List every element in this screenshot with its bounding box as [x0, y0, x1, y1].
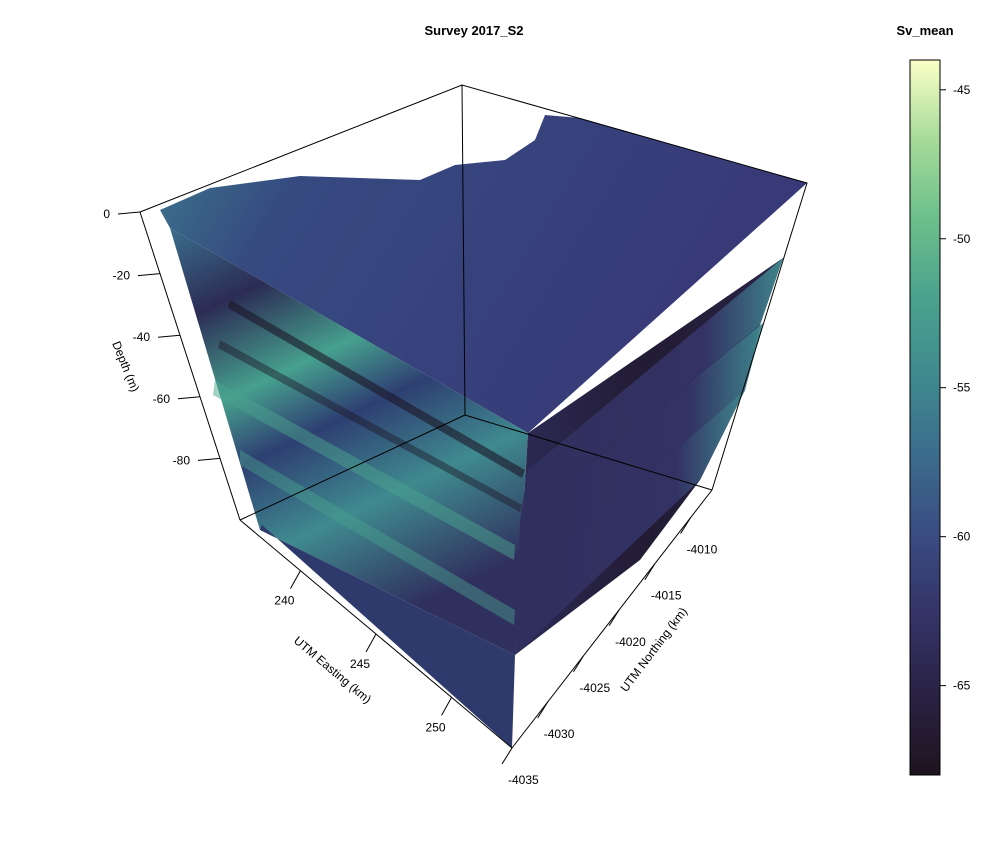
top-surface	[160, 115, 807, 433]
northing-tick-mark	[573, 655, 584, 673]
depth-tick-mark	[117, 211, 141, 215]
northing-tick-label: -4035	[508, 773, 539, 787]
colorbar-title: Sv_mean	[896, 23, 953, 38]
northing-tick-label: -4025	[579, 681, 610, 695]
depth-tick-label: -60	[153, 392, 171, 406]
colorbar	[909, 59, 941, 776]
northing-tick-mark	[537, 701, 549, 719]
easting-axis: 240 245 250	[274, 570, 452, 734]
teal-band	[213, 380, 515, 560]
depth-tick-label: -20	[113, 269, 131, 283]
depth-tick-label: -40	[133, 330, 151, 344]
teal-band-2	[240, 450, 515, 625]
depth-axis: 0 -20 -40 -60 -80	[103, 207, 221, 467]
slice-depth-40	[518, 323, 763, 585]
colorbar-tick-label: -60	[953, 530, 971, 544]
northing-tick-mark	[680, 517, 691, 534]
depth-tick-mark	[157, 334, 181, 338]
northing-tick-label: -4030	[544, 727, 575, 741]
easting-tick-label: 245	[350, 657, 370, 671]
colorbar-ticks: -45 -50 -55 -60 -65	[940, 83, 971, 693]
northing-axis-title: UTM Northing (km)	[618, 605, 691, 695]
easting-tick-mark	[441, 697, 452, 716]
dark-band	[228, 300, 525, 478]
depth-tick-mark	[197, 457, 221, 461]
depth-tick-label: -80	[173, 453, 191, 467]
slice-depth-20	[520, 258, 783, 520]
chart-title: Survey 2017_S2	[424, 23, 523, 38]
depth-tick-label: 0	[103, 207, 110, 221]
slice-depth-60	[515, 390, 745, 655]
lower-left-face	[260, 525, 515, 748]
northing-tick-mark	[644, 563, 656, 580]
colorbar-tick-label: -50	[953, 232, 971, 246]
easting-tick-label: 250	[426, 720, 446, 734]
colorbar-tick-label: -45	[953, 83, 971, 97]
easting-tick-label: 240	[274, 594, 294, 608]
northing-axis: -4010 -4015 -4020 -4025 -4030 -4035	[501, 517, 718, 787]
northing-tick-label: -4020	[615, 635, 646, 649]
depth-tick-mark	[137, 273, 161, 277]
depth-axis-title: Depth (m)	[109, 339, 142, 394]
northing-tick-label: -4010	[687, 543, 718, 557]
northing-tick-mark	[608, 609, 620, 627]
easting-tick-mark	[290, 570, 301, 589]
volume-rendering	[160, 115, 807, 748]
depth-tick-mark	[177, 396, 201, 400]
colorbar-tick-label: -65	[953, 679, 971, 693]
northing-tick-mark	[501, 747, 513, 765]
dark-band-2	[218, 340, 522, 512]
easting-tick-mark	[365, 633, 377, 653]
left-side-surface	[170, 228, 528, 655]
colorbar-tick-label: -55	[953, 381, 971, 395]
northing-tick-label: -4015	[651, 589, 682, 603]
